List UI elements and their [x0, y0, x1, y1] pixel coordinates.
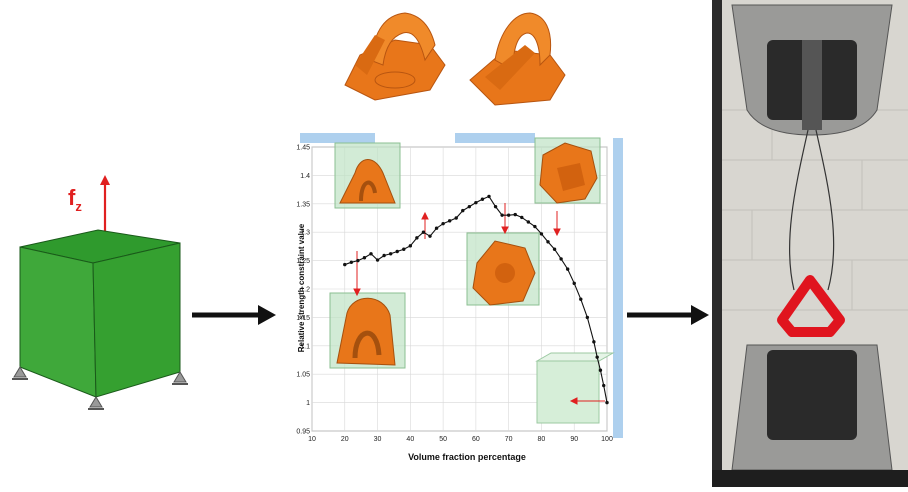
data-point: [506, 213, 511, 217]
data-point: [605, 400, 609, 405]
cube-front-face: [19, 246, 97, 398]
data-point: [461, 208, 465, 213]
data-point: [526, 220, 531, 224]
data-point: [362, 256, 367, 260]
y-tick-label: 1.15: [296, 315, 310, 322]
data-point: [500, 213, 504, 217]
data-point: [447, 219, 452, 223]
data-point: [369, 252, 373, 256]
flow-arrow-icon: [625, 300, 715, 335]
data-point: [585, 315, 590, 320]
data-point: [388, 252, 393, 256]
x-tick-label: 10: [308, 436, 316, 443]
data-point: [487, 194, 491, 199]
series-layer: [343, 194, 609, 405]
y-tick-label: 0.95: [296, 429, 310, 436]
x-tick-label: 30: [374, 436, 382, 443]
y-tick-label: 1.3: [300, 230, 310, 237]
data-point: [349, 260, 354, 265]
data-point: [434, 226, 439, 230]
load-cube-diagram: fz: [8, 175, 193, 430]
y-tick-label: 1: [306, 400, 310, 407]
support-icon: [172, 371, 188, 385]
data-point: [402, 247, 406, 251]
x-tick-label: 40: [406, 436, 414, 443]
data-point: [552, 247, 557, 251]
support-icon: [12, 366, 28, 380]
pointer-arrows: [353, 203, 605, 405]
inset-shape-full-cube: [535, 352, 615, 424]
data-point: [395, 249, 399, 254]
inset-shape-50pct: [466, 232, 540, 306]
data-point: [421, 230, 426, 234]
printed-red-part: [777, 275, 845, 337]
data-point: [546, 240, 550, 244]
data-point: [408, 244, 413, 248]
data-point: [343, 262, 347, 267]
tensile-test-photo: [712, 0, 908, 487]
x-tick-label: 20: [341, 436, 349, 443]
data-point: [565, 267, 570, 271]
data-point: [493, 204, 498, 209]
flow-arrow-icon: [190, 300, 280, 335]
cube-side-face: [92, 242, 181, 398]
x-tick-label: 50: [439, 436, 447, 443]
x-axis-label: Volume fraction percentage: [408, 452, 526, 462]
optimized-shape-1: [344, 12, 446, 101]
inset-shape-80pct: [334, 142, 401, 209]
support-icon: [88, 396, 104, 410]
y-tick-label: 1.35: [296, 201, 310, 208]
x-tick-label: 60: [472, 436, 480, 443]
x-tick-label: 100: [601, 436, 613, 443]
y-tick-label: 1.05: [296, 372, 310, 379]
data-point: [382, 253, 386, 258]
x-tick-label: 70: [505, 436, 513, 443]
data-point: [474, 200, 478, 205]
y-axis-label: Relative strength constraint value: [297, 223, 306, 352]
data-point: [467, 204, 472, 209]
chart-frame-right: [613, 138, 623, 438]
y-tick-label: 1.25: [296, 258, 310, 265]
data-point: [454, 216, 458, 220]
data-point: [513, 212, 517, 217]
data-point: [375, 258, 380, 262]
data-point: [559, 257, 563, 261]
data-point: [520, 215, 524, 220]
data-point: [356, 258, 360, 263]
inset-shape-95pct: [534, 137, 601, 204]
data-point: [602, 383, 606, 388]
data-point: [579, 297, 583, 301]
x-tick-label: 90: [570, 436, 578, 443]
data-point: [595, 355, 599, 359]
y-tick-label: 1.2: [300, 287, 310, 294]
data-point: [415, 236, 419, 240]
y-tick-label: 1.4: [300, 173, 310, 180]
x-tick-label: 80: [538, 436, 546, 443]
strength-volume-chart: 10 20 30 40 50 60 70 80 90 100 0.95 1 1.05 1.1 1.15 1.2…: [295, 133, 625, 468]
axis-layer: 10 20 30 40 50 60 70 80 90 100 0.95 1 1.05 1.1 1.15 1.2…: [296, 145, 613, 444]
y-tick-label: 1.1: [300, 343, 310, 350]
inset-shape-20pct: [329, 292, 406, 369]
load-label: fz: [68, 185, 82, 214]
data-point: [539, 232, 544, 236]
y-tick-label: 1.45: [296, 145, 310, 152]
chart-frame-top-left: [300, 133, 375, 143]
data-point: [441, 221, 445, 226]
data-point: [533, 224, 537, 229]
chart-frame-top-right: [455, 133, 535, 143]
data-point: [480, 197, 485, 201]
optimized-shapes-render: [335, 5, 575, 130]
data-point: [572, 281, 576, 286]
data-point: [428, 234, 432, 238]
optimized-shape-2: [469, 12, 566, 106]
data-point: [592, 340, 596, 344]
data-point: [598, 368, 603, 372]
